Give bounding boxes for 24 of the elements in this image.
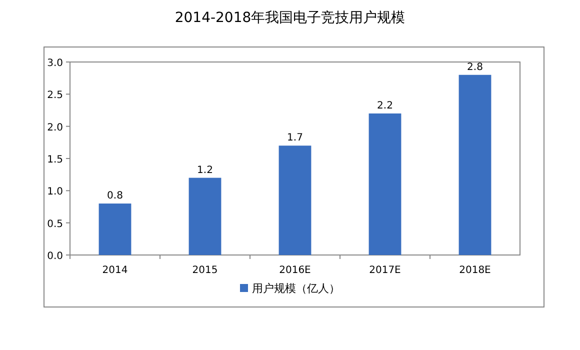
data-label: 1.2 <box>197 164 213 176</box>
x-tick-label: 2017E <box>369 265 401 276</box>
bar <box>278 146 312 255</box>
x-tick-label: 2016E <box>279 265 311 276</box>
chart-title: 2014-2018年我国电子竞技用户规模 <box>174 10 406 26</box>
y-tick-label: 2.0 <box>47 122 63 134</box>
y-tick-label: 3.0 <box>47 58 63 69</box>
x-tick-label: 2018E <box>459 265 491 276</box>
data-label: 2.8 <box>467 62 483 73</box>
y-tick-label: 0.0 <box>47 251 63 262</box>
data-label: 1.7 <box>287 132 303 144</box>
bar <box>98 204 132 255</box>
y-tick-label: 2.5 <box>47 90 63 102</box>
y-tick-label: 1.5 <box>47 154 63 166</box>
legend-label: 用户规模（亿人） <box>252 282 340 295</box>
data-label: 2.2 <box>377 100 393 112</box>
y-tick-label: 0.5 <box>47 218 63 230</box>
bar <box>188 178 222 255</box>
data-label: 0.8 <box>107 190 123 202</box>
x-tick-label: 2014 <box>102 265 128 276</box>
bar <box>458 74 492 255</box>
y-tick-label: 1.0 <box>47 186 63 198</box>
x-tick-label: 2015 <box>192 265 218 276</box>
bar <box>368 113 402 255</box>
